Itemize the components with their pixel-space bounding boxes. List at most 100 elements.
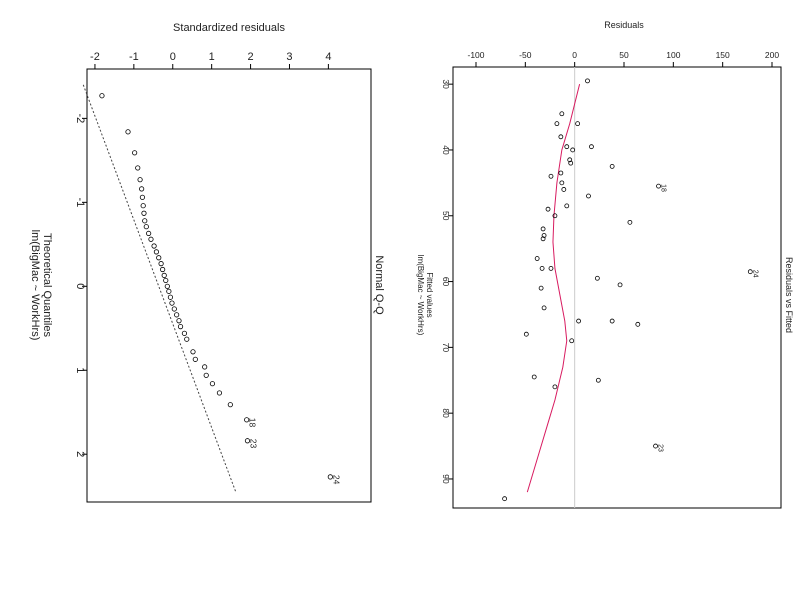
qq-point — [160, 266, 166, 273]
qq-point — [203, 372, 209, 378]
qq-top-tick-label: 3 — [286, 51, 292, 63]
rvf-point — [554, 121, 560, 127]
qq-point — [171, 306, 177, 312]
qq-point-label: 23 — [248, 439, 258, 449]
qq-point — [139, 194, 146, 200]
rvf-point — [564, 144, 570, 150]
rvf-point — [540, 226, 546, 232]
rvf-point — [567, 157, 573, 163]
rvf-top-axis-ticks: -100 -50 0 50 100 150 200 — [467, 50, 779, 67]
qq-point — [244, 417, 250, 423]
rvf-point — [585, 78, 590, 84]
qq-point — [166, 288, 172, 294]
qq-point — [151, 243, 157, 249]
rvf-top-tick-label: 200 — [765, 50, 779, 60]
rvf-point — [575, 121, 581, 127]
qq-top-tick-label: -1 — [129, 51, 139, 63]
qq-point — [140, 203, 146, 209]
qq-reference-line-group — [82, 84, 237, 493]
rvf-point — [559, 111, 565, 117]
rvf-top-tick-label: 50 — [619, 50, 629, 60]
rvf-point — [534, 256, 540, 261]
qq-point — [177, 324, 184, 330]
qq-top-tick-label: 0 — [170, 51, 176, 63]
qq-top-axis-label: Standardized residuals — [173, 22, 285, 34]
qq-point — [174, 312, 180, 318]
rvf-point-label: 18 — [660, 184, 667, 192]
rvf-subtitle-1: Fitted values — [425, 272, 434, 317]
rvf-left-tick-label: 90 — [441, 474, 451, 484]
qq-left-axis-ticks: -2 -1 0 1 2 — [74, 113, 87, 457]
qq-point — [216, 390, 223, 396]
rvf-top-axis-label: Residuals — [604, 20, 644, 30]
rvf-point — [541, 305, 547, 311]
qq-point — [164, 283, 170, 289]
rvf-plot-frame — [452, 66, 782, 509]
rvf-left-tick-label: 50 — [441, 211, 451, 221]
rvf-point — [559, 180, 565, 186]
qq-left-tick-label: 0 — [74, 283, 86, 289]
qq-point — [143, 224, 149, 230]
qq-point — [153, 249, 160, 255]
rvf-point — [576, 318, 582, 324]
qq-subtitle-1: Theoretical Quantiles — [41, 233, 53, 337]
rvf-top-tick-label: 150 — [716, 50, 730, 60]
qq-point-label: 18 — [248, 418, 258, 428]
rvf-left-axis-ticks: 30 40 50 60 70 80 90 — [441, 79, 453, 484]
qq-point — [192, 356, 198, 362]
qq-panel: Standardized residuals Normal Q-Q Theore… — [29, 22, 385, 503]
rvf-point — [548, 266, 554, 271]
qq-point — [148, 236, 154, 242]
qq-top-tick-label: -2 — [90, 51, 100, 63]
qq-point — [169, 300, 175, 306]
rvf-points-group: 18 24 23 — [502, 78, 758, 502]
qq-top-tick-label: 1 — [209, 51, 215, 63]
rvf-point — [653, 443, 658, 449]
qq-point — [184, 336, 190, 342]
rvf-top-tick-label: -50 — [519, 50, 532, 60]
qq-subtitle-2: lm(BigMac ~ WorkHrs) — [29, 230, 41, 341]
qq-point — [167, 294, 174, 300]
qq-point — [176, 318, 182, 324]
rvf-point — [609, 318, 615, 324]
rvf-point — [570, 147, 576, 153]
qq-point — [227, 402, 233, 408]
rvf-point — [545, 206, 551, 212]
rvf-point — [538, 285, 544, 291]
qq-point — [158, 261, 164, 267]
qq-point — [137, 177, 143, 183]
rvf-point — [552, 213, 558, 219]
qq-point — [244, 438, 251, 444]
qq-point — [141, 210, 147, 216]
rvf-point — [561, 187, 567, 192]
qq-point — [156, 255, 162, 261]
rvf-point — [595, 377, 601, 383]
rvf-subtitle-2: lm(BigMac ~ WorkHrs) — [416, 255, 425, 336]
rvf-panel: Residuals Residuals vs Fitted Fitted val… — [416, 20, 794, 509]
rvf-point — [747, 269, 753, 275]
rvf-point — [558, 170, 564, 176]
qq-point — [161, 272, 167, 278]
qq-point — [99, 93, 105, 99]
rvf-point — [568, 160, 574, 166]
rvf-left-tick-label: 60 — [441, 277, 451, 287]
qq-plot-frame — [86, 68, 372, 503]
qq-point — [142, 218, 148, 224]
qq-point — [132, 150, 138, 156]
qq-point-label: 24 — [331, 475, 341, 485]
qq-point — [146, 230, 152, 237]
qq-top-tick-label: 4 — [325, 51, 331, 63]
qq-point — [327, 474, 333, 480]
rvf-point — [552, 384, 558, 390]
qq-point — [125, 129, 131, 135]
rvf-point — [586, 193, 591, 199]
rvf-point-label: 23 — [657, 444, 664, 452]
rvf-top-tick-label: -100 — [467, 50, 484, 60]
qq-top-tick-label: 2 — [248, 51, 254, 63]
rvf-point — [656, 183, 661, 189]
rvf-point — [609, 164, 615, 169]
rvf-lines-group — [526, 67, 581, 508]
rvf-point — [594, 275, 600, 281]
rvf-point — [548, 173, 554, 179]
